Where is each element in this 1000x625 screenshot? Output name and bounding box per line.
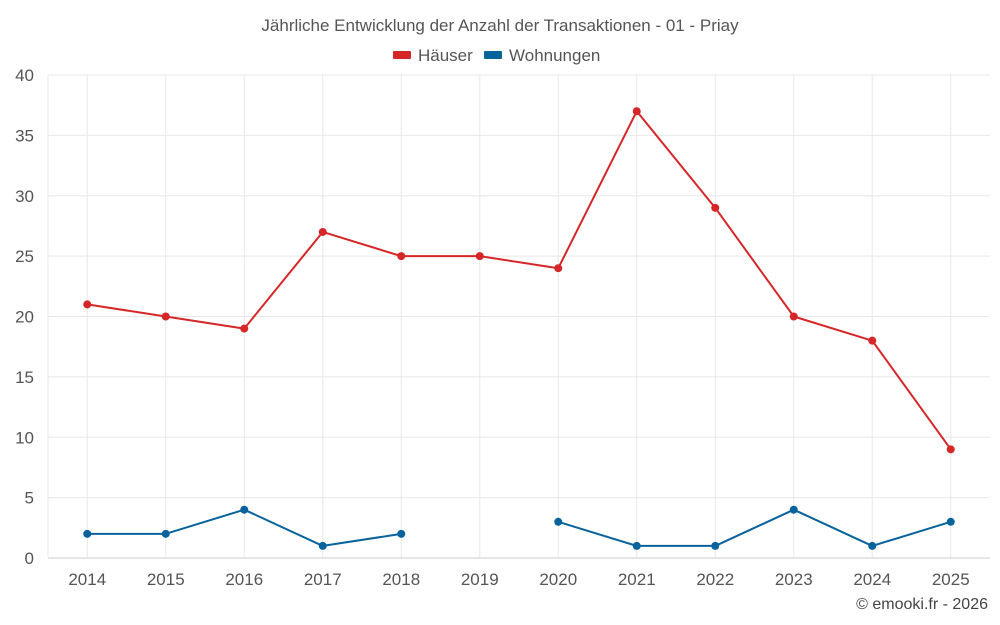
data-point-haeuser[interactable] (318, 227, 327, 236)
chart-title: Jährliche Entwicklung der Anzahl der Tra… (261, 16, 739, 35)
data-point-wohnungen[interactable] (318, 541, 327, 550)
series (83, 107, 955, 550)
y-tick-label: 35 (15, 126, 34, 145)
data-point-haeuser[interactable] (632, 107, 641, 116)
series-line-wohnungen (557, 508, 952, 547)
data-point-haeuser[interactable] (475, 252, 484, 261)
series-line-haeuser (87, 110, 952, 450)
credit-text: © emooki.fr - 2026 (856, 596, 988, 613)
y-axis-ticks: 0 5 10 15 20 25 30 35 40 (15, 66, 34, 568)
legend: Häuser Wohnungen (393, 46, 600, 65)
y-tick-label: 40 (15, 66, 34, 85)
x-tick-label: 2025 (932, 570, 970, 589)
x-axis-ticks: 2014 2015 2016 2017 2018 2019 2020 2021 2022 2023… (68, 570, 969, 589)
data-point-wohnungen[interactable] (946, 517, 955, 526)
x-tick-label: 2017 (304, 570, 342, 589)
x-tick-label: 2014 (68, 570, 106, 589)
grid (47, 74, 990, 559)
data-point-wohnungen[interactable] (632, 541, 641, 550)
x-tick-label: 2022 (696, 570, 734, 589)
data-point-haeuser[interactable] (946, 445, 955, 454)
x-tick-label: 2018 (382, 570, 420, 589)
x-tick-label: 2021 (618, 570, 656, 589)
y-tick-label: 10 (15, 428, 34, 447)
data-point-haeuser[interactable] (161, 312, 170, 321)
data-point-haeuser[interactable] (868, 336, 877, 345)
data-point-haeuser[interactable] (83, 300, 92, 309)
x-tick-label: 2015 (147, 570, 185, 589)
y-tick-label: 15 (15, 368, 34, 387)
y-tick-label: 5 (25, 489, 34, 508)
y-tick-label: 0 (25, 549, 34, 568)
data-point-wohnungen[interactable] (397, 529, 406, 538)
data-point-wohnungen[interactable] (789, 505, 798, 514)
data-point-wohnungen[interactable] (240, 505, 249, 514)
x-tick-label: 2020 (539, 570, 577, 589)
data-point-wohnungen[interactable] (868, 541, 877, 550)
x-tick-label: 2016 (225, 570, 263, 589)
legend-label-wohnungen[interactable]: Wohnungen (509, 46, 600, 65)
y-tick-label: 30 (15, 187, 34, 206)
data-point-wohnungen[interactable] (711, 541, 720, 550)
x-tick-label: 2023 (775, 570, 813, 589)
y-tick-label: 20 (15, 308, 34, 327)
data-point-wohnungen[interactable] (83, 529, 92, 538)
data-point-haeuser[interactable] (711, 203, 720, 212)
x-tick-label: 2019 (461, 570, 499, 589)
y-tick-label: 25 (15, 247, 34, 266)
data-point-haeuser[interactable] (789, 312, 798, 321)
data-point-haeuser[interactable] (397, 252, 406, 261)
data-point-wohnungen[interactable] (161, 529, 170, 538)
data-point-wohnungen[interactable] (554, 517, 563, 526)
legend-swatch-wohnungen (484, 51, 502, 59)
legend-label-haeuser[interactable]: Häuser (418, 46, 473, 65)
x-tick-label: 2024 (853, 570, 891, 589)
data-point-haeuser[interactable] (554, 264, 563, 273)
legend-swatch-haeuser (393, 51, 411, 59)
data-point-haeuser[interactable] (240, 324, 249, 333)
